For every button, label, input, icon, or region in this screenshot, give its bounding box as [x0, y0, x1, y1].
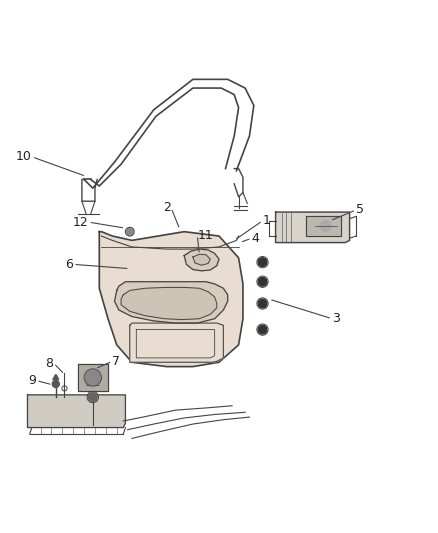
Circle shape — [258, 299, 267, 308]
Polygon shape — [121, 287, 217, 320]
Text: 12: 12 — [73, 216, 88, 229]
Text: 1: 1 — [262, 214, 270, 227]
Circle shape — [127, 229, 133, 235]
Text: 6: 6 — [65, 258, 73, 271]
Text: 2: 2 — [163, 201, 171, 214]
Circle shape — [88, 393, 97, 401]
Polygon shape — [53, 375, 59, 379]
Text: 5: 5 — [356, 204, 364, 216]
Text: 7: 7 — [113, 355, 120, 368]
Text: 11: 11 — [197, 229, 213, 241]
Circle shape — [258, 258, 267, 266]
Polygon shape — [193, 254, 210, 265]
Polygon shape — [99, 232, 243, 367]
Polygon shape — [184, 249, 219, 271]
Polygon shape — [28, 395, 125, 427]
Text: 8: 8 — [46, 357, 53, 369]
Circle shape — [85, 370, 101, 385]
Polygon shape — [276, 212, 350, 243]
Polygon shape — [130, 323, 223, 362]
Polygon shape — [115, 282, 228, 323]
Circle shape — [52, 381, 59, 387]
Ellipse shape — [320, 221, 331, 231]
Text: 4: 4 — [252, 232, 260, 245]
Polygon shape — [78, 365, 108, 391]
Polygon shape — [306, 216, 341, 236]
Circle shape — [258, 277, 267, 286]
Text: 3: 3 — [332, 312, 340, 325]
Circle shape — [258, 325, 267, 334]
Text: 9: 9 — [28, 374, 36, 387]
Text: 10: 10 — [16, 150, 32, 163]
